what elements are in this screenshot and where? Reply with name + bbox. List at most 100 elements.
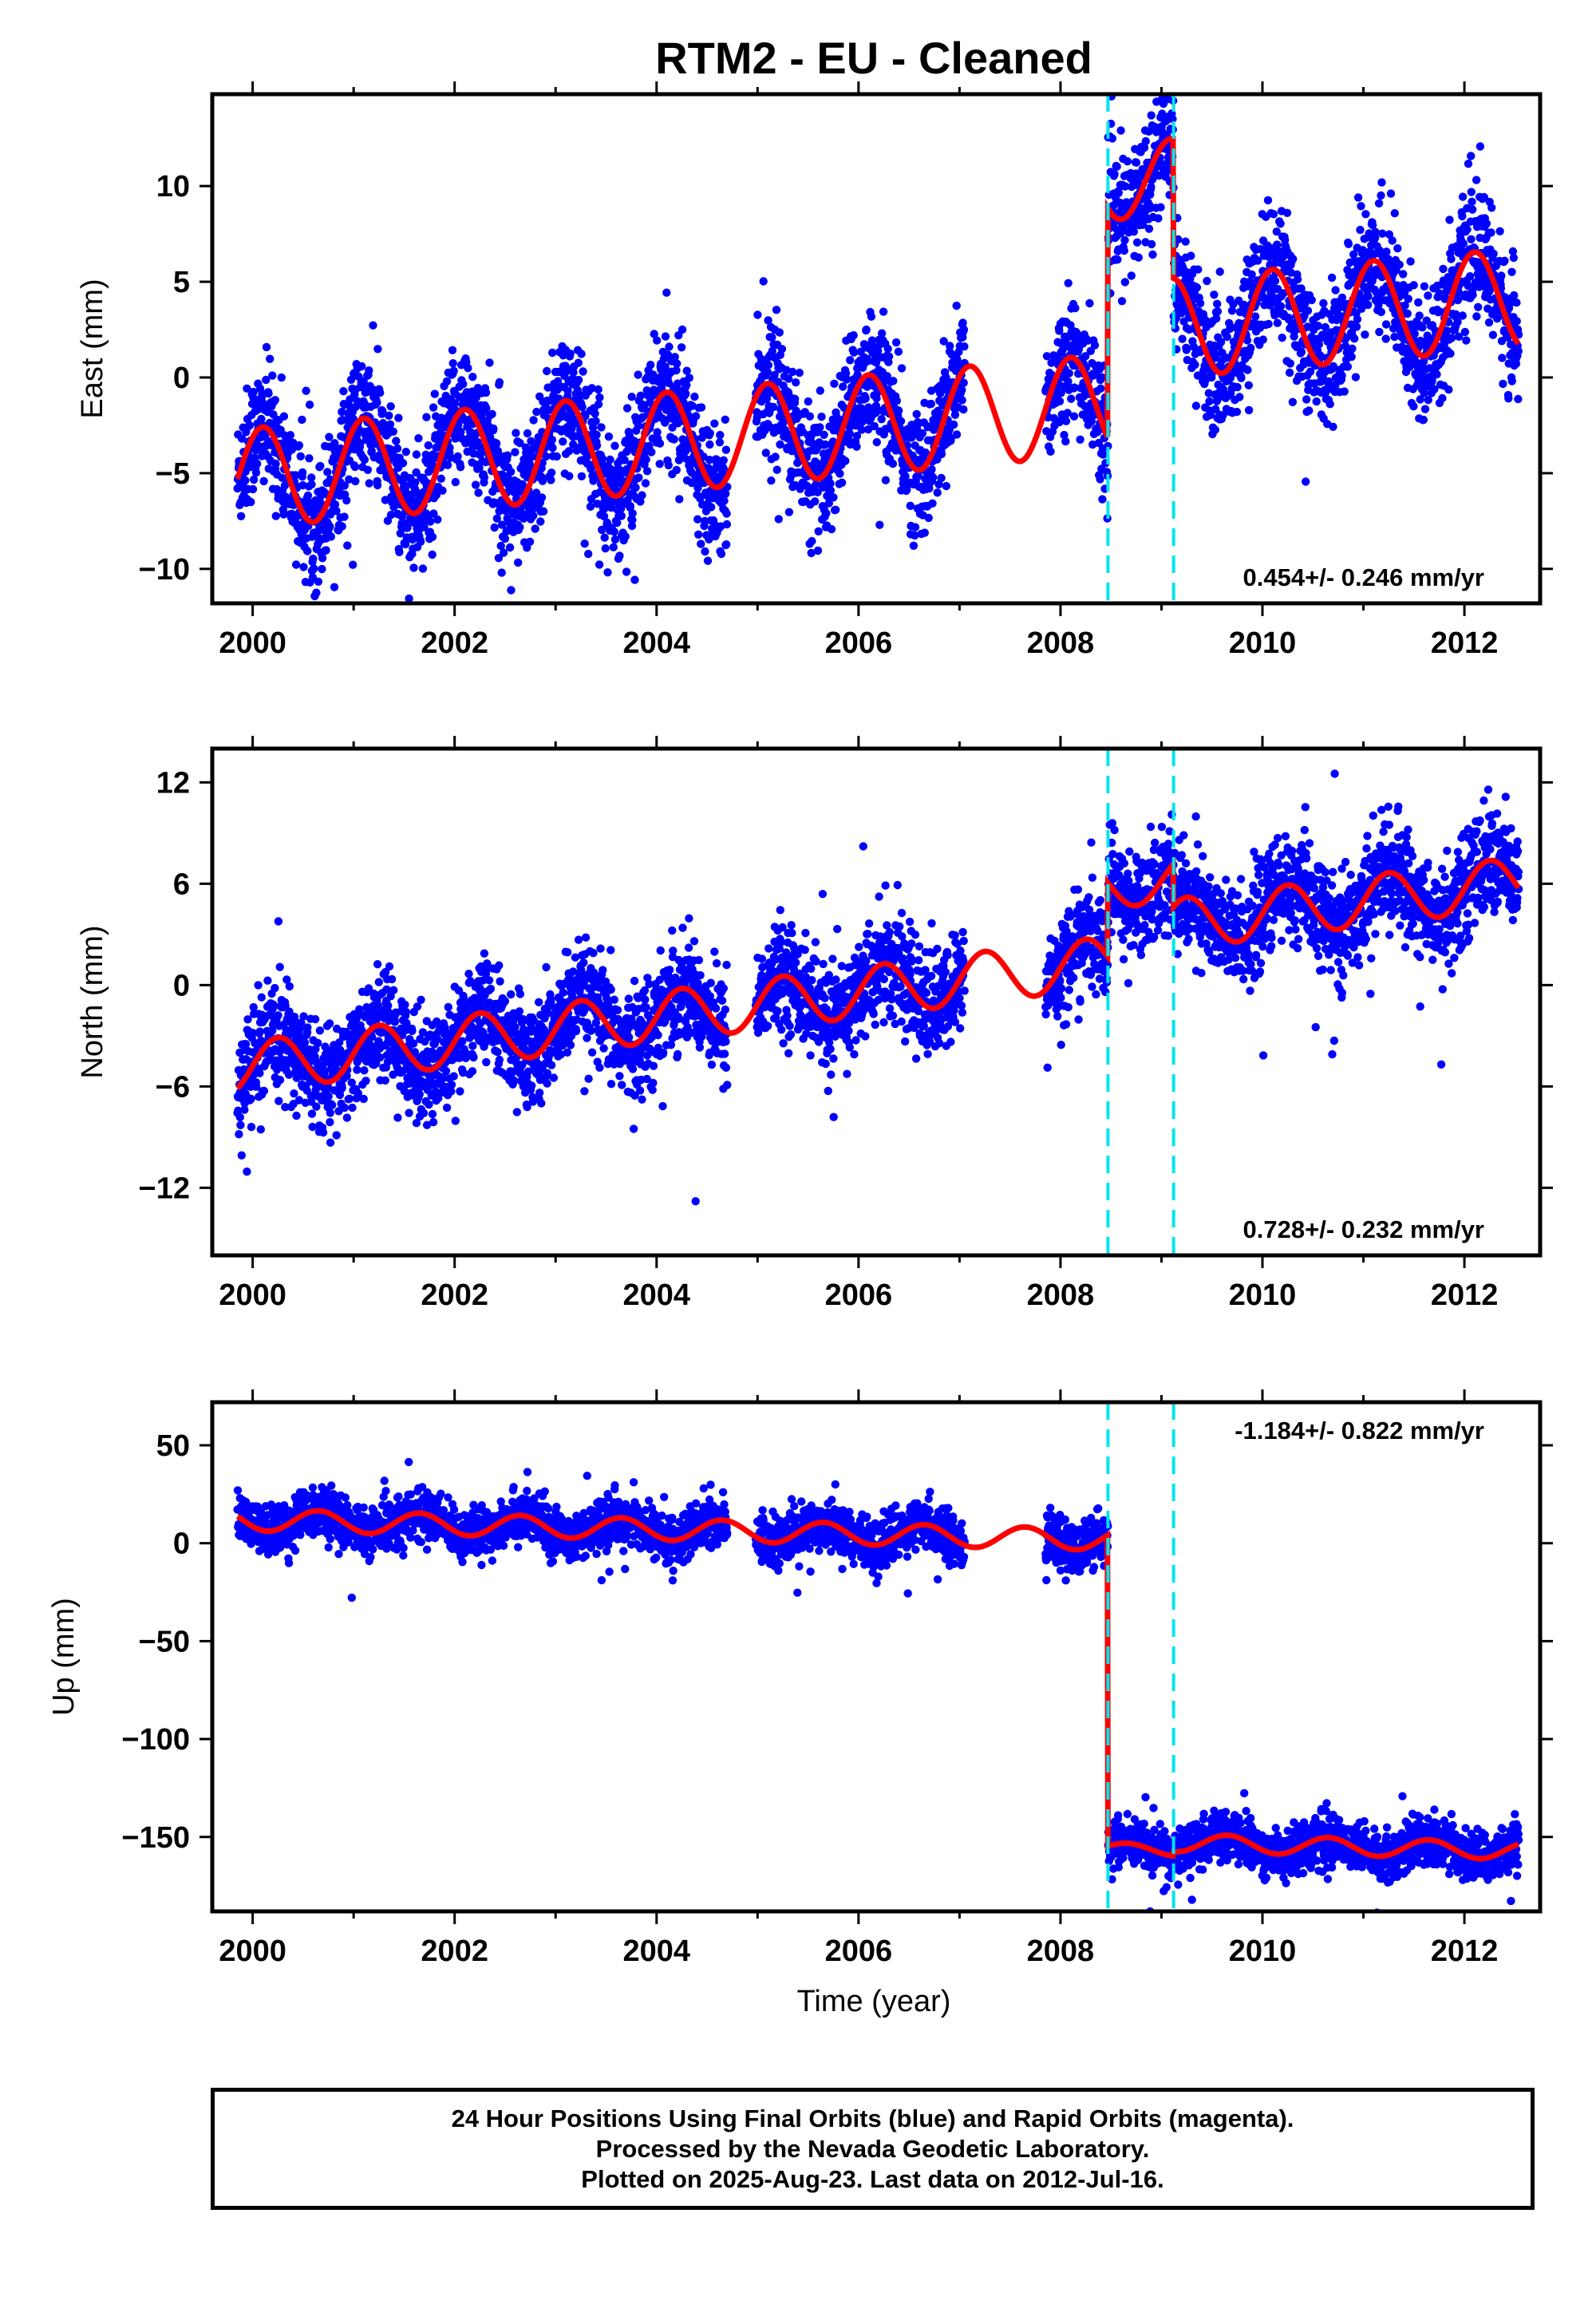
east-data-point	[437, 474, 445, 483]
east-data-point	[1439, 264, 1448, 274]
east-data-point	[1349, 250, 1358, 259]
east-data-point	[627, 393, 636, 401]
north-data-point	[281, 1103, 290, 1112]
north-data-points	[233, 769, 1523, 1206]
east-data-point	[543, 366, 551, 376]
east-data-point	[1116, 198, 1124, 207]
north-data-point	[326, 1109, 334, 1117]
east-data-point	[638, 413, 647, 421]
east-data-point	[492, 439, 501, 448]
north-data-point	[237, 1151, 246, 1160]
east-data-point	[245, 421, 255, 430]
east-data-point	[511, 448, 519, 456]
east-data-point	[927, 464, 936, 474]
east-data-point	[862, 325, 871, 334]
east-data-point	[661, 332, 670, 341]
east-data-point	[1098, 495, 1107, 504]
east-data-point	[776, 440, 784, 449]
north-data-point	[292, 1111, 301, 1120]
east-data-point	[655, 439, 665, 448]
east-data-point	[933, 406, 942, 416]
east-data-point	[1303, 306, 1313, 315]
east-data-point	[703, 556, 713, 565]
east-data-point	[1274, 285, 1282, 294]
east-data-point	[1508, 247, 1518, 256]
east-data-point	[1061, 437, 1070, 446]
east-data-point	[1454, 288, 1464, 297]
east-data-point	[875, 520, 884, 529]
east-data-point	[1341, 334, 1350, 343]
north-data-point	[387, 974, 397, 984]
east-data-point	[1400, 301, 1409, 310]
east-data-point	[1371, 233, 1380, 243]
east-data-point	[536, 517, 545, 526]
north-data-point	[255, 1027, 264, 1036]
east-data-point	[811, 497, 820, 506]
east-data-point	[408, 535, 417, 544]
north-data-point	[331, 1065, 340, 1074]
east-data-point	[631, 483, 640, 492]
east-data-point	[322, 546, 330, 555]
east-data-point	[693, 484, 702, 492]
east-data-point	[307, 480, 316, 489]
east-data-point	[1410, 330, 1420, 338]
east-y-tick-label: −10	[139, 553, 190, 587]
east-data-point	[1316, 351, 1325, 360]
east-data-point	[342, 496, 351, 505]
east-data-point	[1270, 310, 1279, 320]
east-data-point	[312, 588, 321, 597]
east-data-point	[1120, 246, 1129, 255]
east-data-point	[249, 475, 259, 484]
north-data-point	[290, 1089, 298, 1098]
east-data-point	[340, 512, 349, 521]
east-data-point	[1055, 417, 1064, 427]
east-data-point	[262, 375, 271, 385]
east-data-point	[305, 454, 314, 463]
east-data-point	[610, 528, 618, 536]
north-data-point	[285, 982, 294, 991]
east-data-point	[547, 476, 555, 484]
north-data-point	[241, 1040, 251, 1049]
east-data-point	[771, 453, 780, 461]
east-data-point	[804, 397, 812, 406]
east-data-point	[717, 549, 726, 559]
east-y-axis-label: East (mm)	[76, 279, 109, 418]
east-data-point	[424, 441, 433, 450]
east-data-point	[813, 546, 823, 555]
east-data-point	[719, 456, 728, 464]
east-data-point	[565, 472, 574, 480]
east-data-point	[243, 384, 251, 393]
east-data-point	[579, 367, 587, 376]
north-data-point	[429, 1117, 438, 1127]
east-data-point	[1511, 359, 1521, 368]
north-data-point	[318, 1128, 328, 1137]
east-data-point	[1104, 441, 1112, 451]
east-data-point	[271, 396, 279, 405]
east-data-point	[1191, 401, 1201, 410]
east-data-point	[1099, 450, 1108, 459]
east-data-point	[464, 364, 472, 373]
east-data-point	[310, 564, 318, 573]
east-data-point	[1114, 188, 1124, 197]
east-data-point	[1067, 394, 1076, 403]
east-data-point	[830, 379, 839, 388]
east-data-point	[1147, 111, 1156, 120]
north-data-point	[235, 1113, 244, 1122]
east-data-point	[325, 433, 334, 441]
east-data-point	[343, 541, 352, 550]
north-data-point	[393, 1113, 402, 1122]
east-data-point	[1187, 251, 1195, 260]
east-data-point	[1276, 219, 1285, 228]
east-data-point	[884, 352, 894, 361]
east-data-point	[822, 509, 831, 518]
east-data-point	[1144, 127, 1153, 136]
east-data-point	[606, 455, 614, 464]
east-data-point	[879, 307, 888, 316]
east-data-point	[548, 444, 557, 453]
east-data-point	[1377, 191, 1385, 200]
east-data-point	[259, 399, 268, 409]
east-data-point	[376, 388, 385, 397]
east-data-point	[942, 481, 951, 491]
east-data-point	[1147, 239, 1156, 249]
east-data-point	[405, 594, 413, 603]
